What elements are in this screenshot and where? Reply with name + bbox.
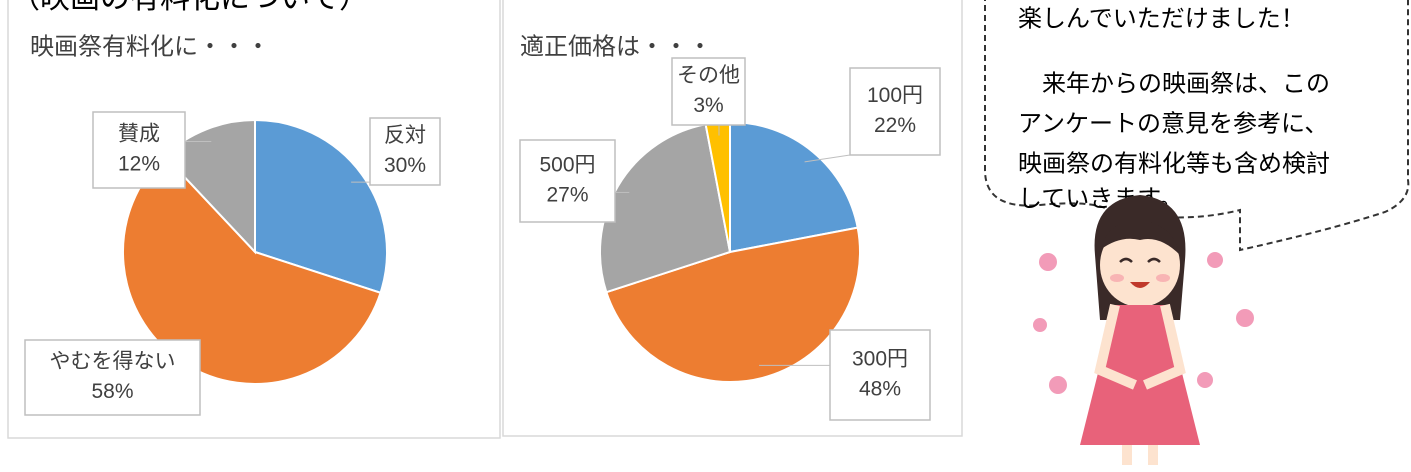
data-label: 30% [384, 154, 426, 177]
data-label: 58% [91, 380, 133, 403]
category-label: 反対 [384, 124, 426, 147]
category-label: 500円 [539, 154, 595, 177]
data-label: 22% [874, 114, 916, 137]
bubble-text: 来年からの映画祭は、この [1018, 70, 1330, 97]
category-label: その他 [677, 64, 740, 87]
data-label: 27% [546, 184, 588, 207]
chart-title: 適正価格は・・・ [520, 33, 712, 60]
label-box [850, 68, 940, 155]
category-label: 100円 [867, 84, 923, 107]
illustration [1033, 195, 1254, 465]
bubble-text: 映画祭の有料化等も含め検討 [1018, 150, 1330, 177]
data-label: 12% [118, 153, 160, 176]
data-label: 48% [859, 378, 901, 401]
heading: （映画の有料化について） [10, 0, 369, 15]
data-label: 3% [693, 94, 723, 117]
page: （映画の有料化について） 映画祭有料化に・・・反対 30% やむを得ない 58% 賛成 1… [0, 0, 1411, 472]
chart-title: 映画祭有料化に・・・ [30, 33, 270, 60]
label-box [830, 330, 930, 420]
category-label: 賛成 [118, 123, 160, 146]
label-box [520, 140, 615, 222]
bubble-text: 楽しんでいただけました！ [1018, 5, 1305, 32]
category-label: 300円 [852, 348, 908, 371]
category-label: やむを得ない [50, 350, 176, 373]
bubble-text: アンケートの意見を参考に、 [1018, 110, 1328, 137]
